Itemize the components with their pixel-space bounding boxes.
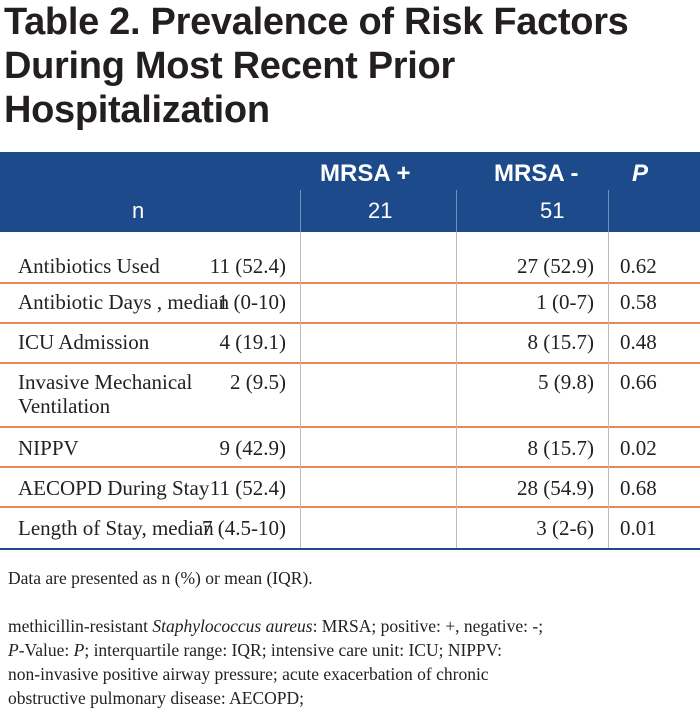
cell-mrsa-pos: 2 (9.5) — [230, 370, 286, 394]
cell-mrsa-pos: 7 (4.5-10) — [202, 516, 286, 540]
row-label: NIPPV — [18, 436, 79, 460]
abbr-italic: Staphylococcus aureus — [152, 616, 313, 636]
cell-mrsa-neg: 28 (54.9) — [517, 476, 594, 500]
cell-mrsa-pos: 9 (42.9) — [219, 436, 287, 460]
cell-mrsa-pos: 11 (52.4) — [209, 254, 286, 278]
cell-mrsa-neg: 27 (52.9) — [517, 254, 594, 278]
table-title: Table 2. Prevalence of Risk Factors Duri… — [4, 0, 698, 132]
cell-p: 0.48 — [620, 330, 657, 354]
title-line: Hospitalization — [4, 89, 270, 131]
col-header-mrsa-pos: MRSA + — [320, 160, 411, 187]
col-header-p: P — [632, 160, 649, 187]
abbr-text: methicillin-resistant — [8, 616, 153, 636]
col-header-mrsa-neg: MRSA - — [494, 160, 579, 187]
header-divider — [456, 190, 457, 232]
table-bottom-rule — [0, 548, 700, 550]
table-row: Antibiotics Used 11 (52.4) 27 (52.9) 0.6… — [0, 232, 700, 284]
cell-p: 0.62 — [620, 254, 657, 278]
row-label: Invasive Mechanical — [18, 370, 193, 394]
abbr-text: -Value: — [18, 640, 74, 660]
row-label: Antibiotic Days , median — [18, 290, 230, 314]
cell-mrsa-neg: 3 (2-6) — [536, 516, 594, 540]
row-label: ICU Admission — [18, 330, 150, 354]
table-header: MRSA + MRSA - P n 21 51 — [0, 152, 700, 232]
title-line: Table 2. Prevalence of Risk Factors — [4, 1, 629, 43]
risk-factor-table: MRSA + MRSA - P n 21 51 Antibiotics Used… — [0, 152, 700, 546]
table-row: ICU Admission 4 (19.1) 8 (15.7) 0.48 — [0, 324, 700, 364]
title-line: During Most Recent Prior — [4, 45, 455, 87]
abbr-text: ; interquartile range: IQR; intensive ca… — [84, 640, 502, 660]
cell-mrsa-neg: 8 (15.7) — [527, 436, 595, 460]
header-divider — [608, 190, 609, 232]
abbr-text: non-invasive positive airway pressure; a… — [8, 664, 489, 684]
table-row: Antibiotic Days , median 1 (0-10) 1 (0-7… — [0, 284, 700, 324]
abbr-text: obstructive pulmonary disease: AECOPD; — [8, 688, 305, 708]
cell-p: 0.68 — [620, 476, 657, 500]
row-label-cont: Ventilation — [18, 394, 111, 418]
n-mrsa-pos: 21 — [368, 198, 393, 223]
table-row: AECOPD During Stay 11 (52.4) 28 (54.9) 0… — [0, 468, 700, 508]
abbr-text: : MRSA; positive: +, negative: -; — [312, 616, 544, 636]
cell-mrsa-pos: 4 (19.1) — [219, 330, 287, 354]
table-row: Invasive Mechanical Ventilation 2 (9.5) … — [0, 364, 700, 428]
row-label: AECOPD During Stay — [18, 476, 210, 500]
table-row: Length of Stay, median 7 (4.5-10) 3 (2-6… — [0, 508, 700, 546]
row-label: Length of Stay, median — [18, 516, 214, 540]
cell-p: 0.66 — [620, 370, 657, 394]
cell-mrsa-neg: 1 (0-7) — [536, 290, 594, 314]
cell-mrsa-neg: 8 (15.7) — [527, 330, 595, 354]
cell-p: 0.01 — [620, 516, 657, 540]
cell-mrsa-pos: 1 (0-10) — [217, 290, 286, 314]
n-label: n — [132, 198, 145, 223]
cell-p: 0.02 — [620, 436, 657, 460]
cell-p: 0.58 — [620, 290, 657, 314]
table-row: NIPPV 9 (42.9) 8 (15.7) 0.02 — [0, 428, 700, 468]
header-divider — [300, 190, 301, 232]
row-label: Antibiotics Used — [18, 254, 160, 278]
n-mrsa-neg: 51 — [540, 198, 565, 223]
column-divider — [300, 232, 301, 548]
column-divider — [608, 232, 609, 548]
abbr-italic: P — [8, 640, 19, 660]
cell-mrsa-neg: 5 (9.8) — [538, 370, 594, 394]
cell-mrsa-pos: 11 (52.4) — [209, 476, 286, 500]
abbr-italic: P — [73, 640, 85, 660]
data-note: Data are presented as n (%) or mean (IQR… — [8, 568, 313, 588]
abbreviation-note: methicillin-resistant Staphylococcus aur… — [8, 614, 698, 710]
column-divider — [456, 232, 457, 548]
